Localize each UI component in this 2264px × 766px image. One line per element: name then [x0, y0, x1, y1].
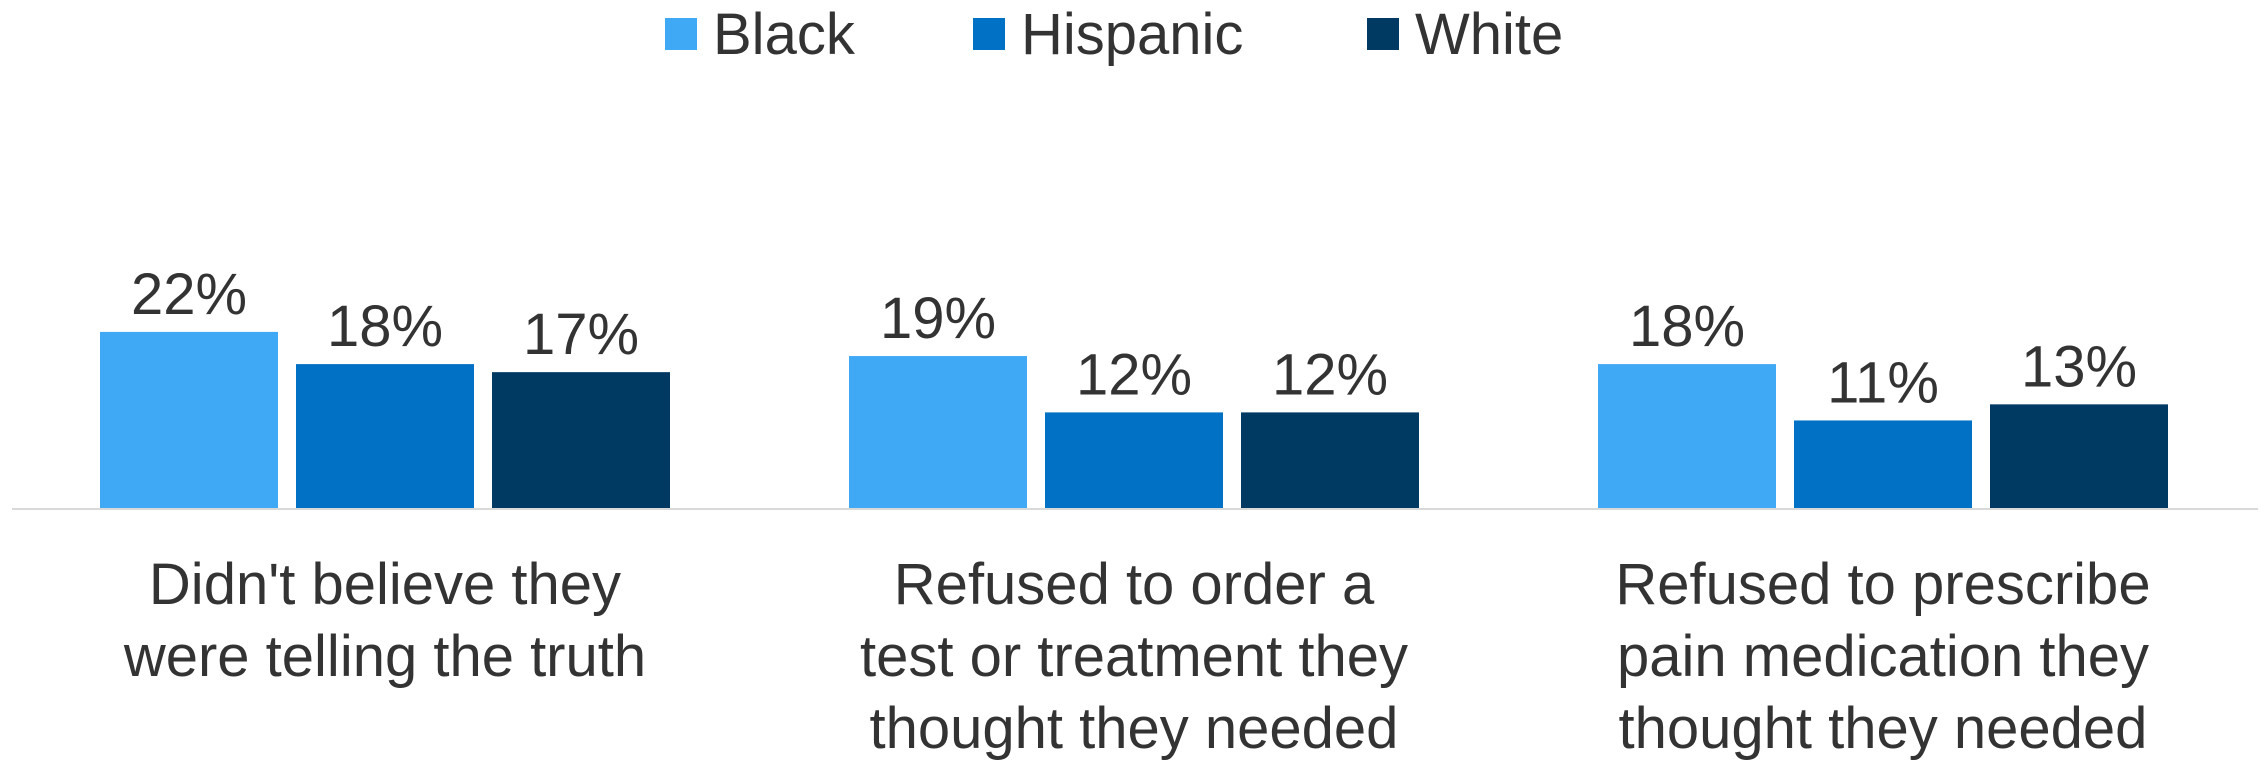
category-labels: Didn't believe they were telling the trut… — [123, 552, 2151, 761]
category-label-2: Refused to order a test or treatment they… — [860, 552, 1408, 761]
bar-white-3 — [1990, 404, 2168, 509]
bar-black-1 — [100, 331, 278, 509]
category-label-line: Didn't believe they — [149, 552, 621, 617]
bar-black-3 — [1598, 364, 1776, 509]
legend-swatch-white — [1367, 18, 1399, 50]
legend-swatch-hispanic — [973, 18, 1005, 50]
bar-hispanic-3 — [1794, 420, 1972, 509]
data-label-hispanic-3: 11% — [1827, 350, 1939, 415]
bar-black-2 — [849, 356, 1027, 509]
category-label-line: Refused to prescribe — [1615, 552, 2150, 617]
category-label-line: thought they needed — [1619, 696, 2148, 761]
bars — [100, 331, 2168, 509]
legend-swatch-black — [665, 18, 697, 50]
bar-hispanic-1 — [296, 364, 474, 509]
data-label-hispanic-2: 12% — [1076, 342, 1192, 407]
legend-label-black: Black — [713, 2, 856, 67]
category-label-line: pain medication they — [1617, 624, 2149, 689]
category-label-line: were telling the truth — [123, 624, 646, 689]
category-label-3: Refused to prescribe pain medication they… — [1615, 552, 2150, 761]
data-label-white-1: 17% — [523, 302, 639, 367]
data-label-black-2: 19% — [880, 286, 996, 351]
category-label-line: test or treatment they — [860, 624, 1408, 689]
legend-label-hispanic: Hispanic — [1021, 2, 1243, 67]
category-label-line: Refused to order a — [894, 552, 1375, 617]
bar-white-2 — [1241, 412, 1419, 509]
data-label-hispanic-1: 18% — [327, 294, 443, 359]
legend: Black Hispanic White — [665, 2, 1563, 67]
bar-white-1 — [492, 372, 670, 509]
data-label-black-1: 22% — [131, 262, 247, 327]
category-label-line: thought they needed — [870, 696, 1399, 761]
data-label-white-3: 13% — [2021, 334, 2137, 399]
value-labels: 22% 18% 17% 19% 12% 12% 18% 11% 13% — [131, 262, 2137, 416]
data-label-white-2: 12% — [1272, 342, 1388, 407]
data-label-black-3: 18% — [1629, 294, 1745, 359]
bar-hispanic-2 — [1045, 412, 1223, 509]
category-label-1: Didn't believe they were telling the trut… — [123, 552, 646, 689]
legend-label-white: White — [1415, 2, 1563, 67]
